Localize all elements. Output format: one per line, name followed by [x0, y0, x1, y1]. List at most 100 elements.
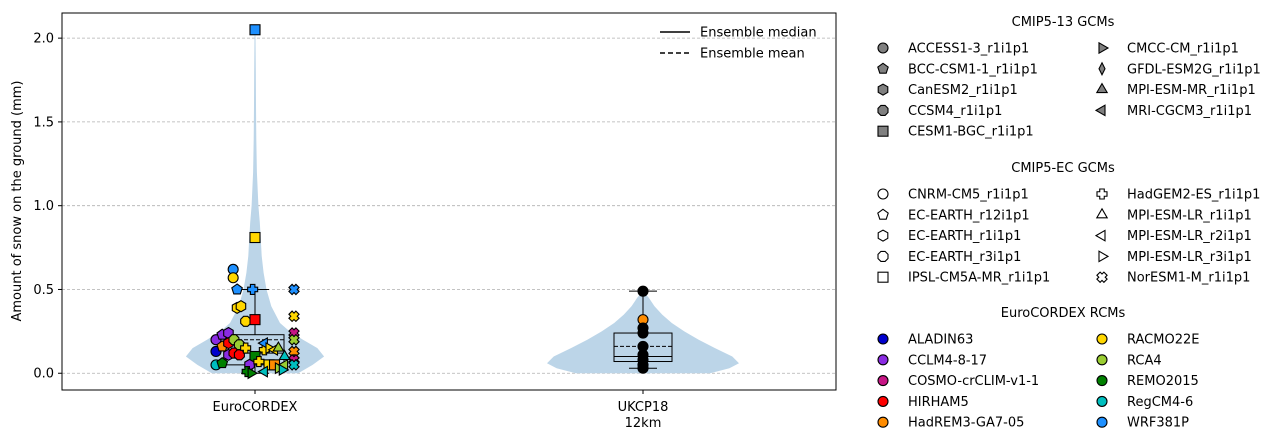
- legend-marker: [1096, 416, 1108, 428]
- legend-marker: [877, 416, 889, 428]
- legend-item-label: CMCC-CM_r1i1p1: [1127, 42, 1239, 57]
- legend-marker: [877, 62, 889, 74]
- legend-marker: [877, 83, 889, 96]
- legend-marker: [877, 229, 889, 242]
- x-tick-label: EuroCORDEX: [213, 400, 298, 415]
- legend-item-label: RCA4: [1127, 353, 1162, 368]
- legend-marker: [1095, 207, 1109, 219]
- legend-marker: [1098, 61, 1106, 77]
- legend-item-label: CanESM2_r1i1p1: [908, 83, 1018, 98]
- legend-item-label: HIRHAM5: [908, 395, 969, 410]
- legend-item-label: GFDL-ESM2G_r1i1p1: [1127, 62, 1261, 77]
- legend-item-label: EC-EARTH_r12i1p1: [908, 208, 1030, 223]
- data-point: [240, 315, 252, 327]
- legend-item-label: BCC-CSM1-1_r1i1p1: [908, 62, 1038, 77]
- data-point: [272, 341, 285, 352]
- y-axis-label: Amount of snow on the ground (mm): [10, 80, 25, 321]
- legend-marker: [1094, 229, 1106, 242]
- legend-marker: [877, 188, 889, 200]
- violin-body: [185, 29, 325, 374]
- legend-marker: [1095, 82, 1109, 94]
- legend-marker: [877, 42, 889, 54]
- line-legend: Ensemble median Ensemble mean: [660, 26, 817, 62]
- legend-marker: [877, 395, 889, 407]
- data-point: [278, 363, 290, 377]
- data-point: [278, 349, 291, 361]
- data-point: [235, 300, 247, 313]
- legend-item-label: EC-EARTH_r1i1p1: [908, 229, 1021, 244]
- legend-item-label: IPSL-CM5A-MR_r1i1p1: [908, 271, 1050, 286]
- data-point: [227, 272, 239, 284]
- data-points: [210, 24, 649, 380]
- y-tick-label: 0.5: [33, 283, 54, 298]
- legend-marker: [1096, 375, 1108, 387]
- legend-item-label: RegCM4-6: [1127, 395, 1193, 410]
- legend-marker: [877, 271, 889, 283]
- legend-item-label: CCSM4_r1i1p1: [908, 104, 1002, 119]
- legend-item-label: CESM1-BGC_r1i1p1: [908, 125, 1034, 140]
- legend-item-label: MPI-ESM-MR_r1i1p1: [1127, 83, 1256, 98]
- legend-item-label: NorESM1-M_r1i1p1: [1127, 271, 1250, 286]
- legend-marker: [877, 375, 889, 387]
- data-point: [247, 283, 259, 296]
- plot-frame: [61, 12, 837, 391]
- legend-group-title: EuroCORDEX RCMs: [1001, 306, 1126, 321]
- legend-marker: [877, 208, 889, 220]
- data-point: [637, 285, 649, 297]
- legend-line-label: Ensemble mean: [700, 47, 805, 62]
- legend-marker: [1096, 395, 1108, 407]
- legend-marker: [1098, 41, 1110, 55]
- legend-marker: [877, 333, 889, 345]
- legend-marker: [877, 354, 889, 366]
- legend-item-label: EC-EARTH_r3i1p1: [908, 250, 1021, 265]
- grid-lines: [62, 37, 836, 374]
- legend-group-title: CMIP5-EC GCMs: [1011, 161, 1115, 176]
- data-point: [257, 365, 268, 378]
- legend-item-label: ALADIN63: [908, 333, 973, 348]
- legend-marker: [1096, 188, 1108, 200]
- legend-marker: [1098, 250, 1110, 263]
- data-point: [231, 283, 243, 295]
- data-point: [288, 310, 300, 323]
- legend-marker: [877, 125, 889, 137]
- legend-item-label: ACCESS1-3_r1i1p1: [908, 42, 1029, 57]
- y-tick-label: 0.0: [33, 367, 54, 382]
- data-point: [637, 362, 649, 374]
- legend-marker: [1096, 333, 1108, 345]
- data-point: [216, 357, 229, 369]
- legend-item-label: REMO2015: [1127, 374, 1199, 389]
- data-point: [288, 358, 300, 371]
- legend-line-label: Ensemble median: [700, 26, 817, 41]
- legend-item-label: HadGEM2-ES_r1i1p1: [1127, 188, 1260, 203]
- marker-legend: CMIP5-13 GCMs ACCESS1-3_r1i1p1 BCC-CSM1-1_…: [877, 15, 1261, 431]
- legend-item-label: MPI-ESM-LR_r2i1p1: [1127, 229, 1252, 244]
- legend-item-label: MPI-ESM-LR_r3i1p1: [1127, 250, 1252, 265]
- x-tick-label: UKCP18: [618, 400, 669, 415]
- y-tick-label: 1.0: [33, 199, 54, 214]
- data-point: [249, 231, 261, 244]
- legend-item-label: MPI-ESM-LR_r1i1p1: [1127, 208, 1252, 223]
- data-point: [249, 314, 261, 326]
- legend-marker: [877, 250, 889, 262]
- data-point: [249, 24, 261, 36]
- data-point: [247, 367, 259, 380]
- x-tick-label-line2: 12km: [625, 416, 662, 431]
- data-point: [288, 283, 300, 296]
- data-point: [288, 333, 300, 346]
- legend-group-title: CMIP5-13 GCMs: [1012, 15, 1115, 30]
- data-point: [253, 355, 265, 368]
- data-point: [240, 342, 252, 354]
- legend-marker: [1096, 354, 1108, 366]
- legend-item-label: CCLM4-8-17: [908, 353, 987, 368]
- violins: [185, 29, 739, 374]
- legend-item-label: HadREM3-GA7-05: [908, 416, 1024, 431]
- data-point: [288, 345, 300, 358]
- legend-item-label: WRF381P: [1127, 416, 1189, 431]
- legend-item-label: MRI-CGCM3_r1i1p1: [1127, 104, 1252, 119]
- y-tick-label: 2.0: [33, 32, 54, 47]
- legend-marker: [1096, 271, 1108, 284]
- legend-item-label: CNRM-CM5_r1i1p1: [908, 188, 1029, 203]
- data-point: [637, 327, 649, 339]
